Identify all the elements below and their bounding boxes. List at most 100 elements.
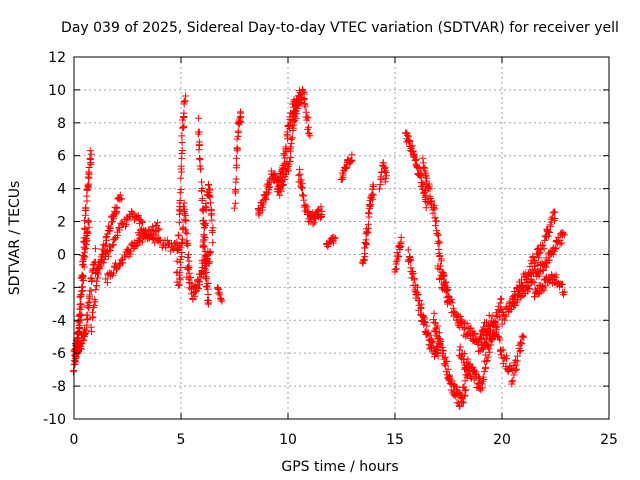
data-point	[463, 320, 471, 328]
data-point	[203, 282, 211, 290]
data-point	[218, 297, 226, 305]
data-point	[417, 304, 425, 312]
data-point	[479, 373, 487, 381]
x-tick-label: 25	[600, 432, 618, 448]
data-point	[173, 246, 181, 254]
data-point	[106, 246, 114, 254]
data-point	[436, 266, 444, 274]
data-point	[188, 283, 196, 291]
data-point	[178, 139, 186, 147]
x-tick-labels: 0 5 10 15 20 25	[70, 432, 618, 448]
data-point	[456, 403, 464, 411]
data-point	[234, 145, 242, 153]
data-point	[177, 162, 185, 170]
data-point	[485, 321, 493, 329]
data-point	[422, 169, 430, 177]
data-point	[439, 272, 447, 280]
data-point	[77, 345, 85, 353]
data-point	[381, 167, 389, 175]
data-point	[177, 185, 185, 193]
data-point	[278, 166, 286, 174]
data-point	[118, 195, 126, 203]
y-tick-label: -10	[43, 412, 66, 428]
data-point	[456, 390, 464, 398]
data-point	[279, 165, 287, 173]
data-point	[189, 295, 197, 303]
data-point	[423, 322, 431, 330]
data-point	[84, 315, 92, 323]
data-point	[423, 199, 431, 207]
data-point	[266, 183, 274, 191]
x-tick-label: 0	[70, 432, 79, 448]
y-tick-label: 12	[48, 50, 66, 66]
data-point	[430, 309, 438, 317]
data-point	[87, 323, 95, 331]
data-point	[452, 392, 460, 400]
data-point	[547, 218, 555, 226]
data-point	[514, 296, 522, 304]
data-point	[364, 224, 372, 232]
data-point	[287, 143, 295, 151]
data-point	[483, 358, 491, 366]
data-point	[551, 214, 559, 222]
data-point	[347, 157, 355, 165]
data-point	[200, 220, 208, 228]
data-point	[183, 237, 191, 245]
y-tick-label: 0	[57, 247, 66, 263]
data-point	[209, 224, 217, 232]
data-point	[365, 210, 373, 218]
data-point	[284, 135, 292, 143]
data-point	[154, 219, 162, 227]
data-point	[394, 252, 402, 260]
data-point	[183, 230, 191, 238]
data-point	[196, 278, 204, 286]
data-point	[426, 185, 434, 193]
data-point	[174, 281, 182, 289]
data-point	[303, 203, 311, 211]
data-point	[199, 238, 207, 246]
data-point	[391, 266, 399, 274]
data-point	[138, 219, 146, 227]
data-point	[366, 203, 374, 211]
data-point	[195, 141, 203, 149]
data-point	[196, 165, 204, 173]
data-point	[509, 377, 517, 385]
data-point	[182, 228, 190, 236]
data-point	[155, 225, 163, 233]
data-point	[348, 157, 356, 165]
data-point	[525, 284, 533, 292]
data-point	[419, 159, 427, 167]
data-point	[129, 209, 137, 217]
data-point	[98, 245, 106, 253]
data-point	[230, 204, 238, 212]
data-point	[195, 155, 203, 163]
data-point	[77, 303, 85, 311]
data-point	[287, 140, 295, 148]
data-point	[95, 261, 103, 269]
data-point	[262, 195, 270, 203]
data-point	[87, 159, 95, 167]
data-point	[116, 226, 124, 234]
data-point	[558, 239, 566, 247]
data-points	[69, 85, 569, 411]
data-point	[395, 253, 403, 261]
data-point	[482, 330, 490, 338]
data-point	[305, 123, 313, 131]
data-point	[116, 191, 124, 199]
data-point	[262, 194, 270, 202]
data-point	[540, 245, 548, 253]
data-point	[460, 399, 468, 407]
data-point	[445, 371, 453, 379]
axis-ticks	[73, 56, 610, 420]
data-point	[231, 199, 239, 207]
data-point	[494, 332, 502, 340]
data-point	[206, 249, 214, 257]
data-point	[502, 304, 510, 312]
data-point	[195, 114, 203, 122]
data-point	[87, 287, 95, 295]
data-point	[417, 173, 425, 181]
data-point	[102, 275, 110, 283]
data-point	[520, 333, 528, 341]
data-point	[214, 289, 222, 297]
data-point	[435, 335, 443, 343]
